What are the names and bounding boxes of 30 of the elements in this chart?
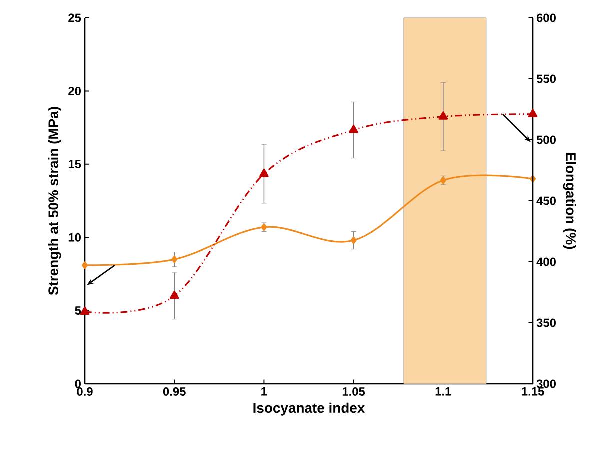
point bbox=[438, 112, 448, 120]
y-tick-label: 5 bbox=[75, 306, 82, 315]
y-tick-label: 20 bbox=[68, 86, 81, 96]
point bbox=[349, 124, 358, 134]
x-tick-label: 1.1 bbox=[436, 388, 452, 396]
y-tick-label: 25 bbox=[68, 14, 82, 22]
y2-tick-label: 500 bbox=[536, 136, 556, 144]
point bbox=[172, 256, 178, 264]
x-tick-label: 1.05 bbox=[342, 388, 366, 396]
x-tick-label: 0.9 bbox=[77, 388, 93, 396]
y2-tick-label: 550 bbox=[536, 74, 556, 84]
x-tick-label: 1.15 bbox=[522, 388, 544, 396]
y2-tick-label: 450 bbox=[536, 196, 556, 206]
point bbox=[260, 168, 269, 178]
point bbox=[528, 109, 538, 118]
y2-tick-label: 300 bbox=[536, 380, 556, 388]
x-tick-label: 0.95 bbox=[163, 388, 186, 396]
point bbox=[170, 290, 180, 300]
y2-tick-label: 400 bbox=[536, 258, 556, 266]
y2-tick-label: 350 bbox=[536, 318, 556, 328]
y-tick-label: 0 bbox=[75, 380, 81, 388]
y-tick-label: 15 bbox=[68, 160, 82, 169]
point bbox=[82, 262, 88, 270]
y2-tick-label: 600 bbox=[536, 14, 556, 22]
x-tick-label: 1 bbox=[262, 388, 268, 396]
y-axis-title: Strength at 50% strain (MPa) bbox=[48, 107, 62, 296]
y-tick-label: 10 bbox=[68, 233, 81, 242]
y2-axis-title: Elongation (%) bbox=[563, 153, 576, 250]
x-axis-title: Isocyanate index bbox=[254, 402, 366, 416]
point bbox=[350, 236, 357, 244]
